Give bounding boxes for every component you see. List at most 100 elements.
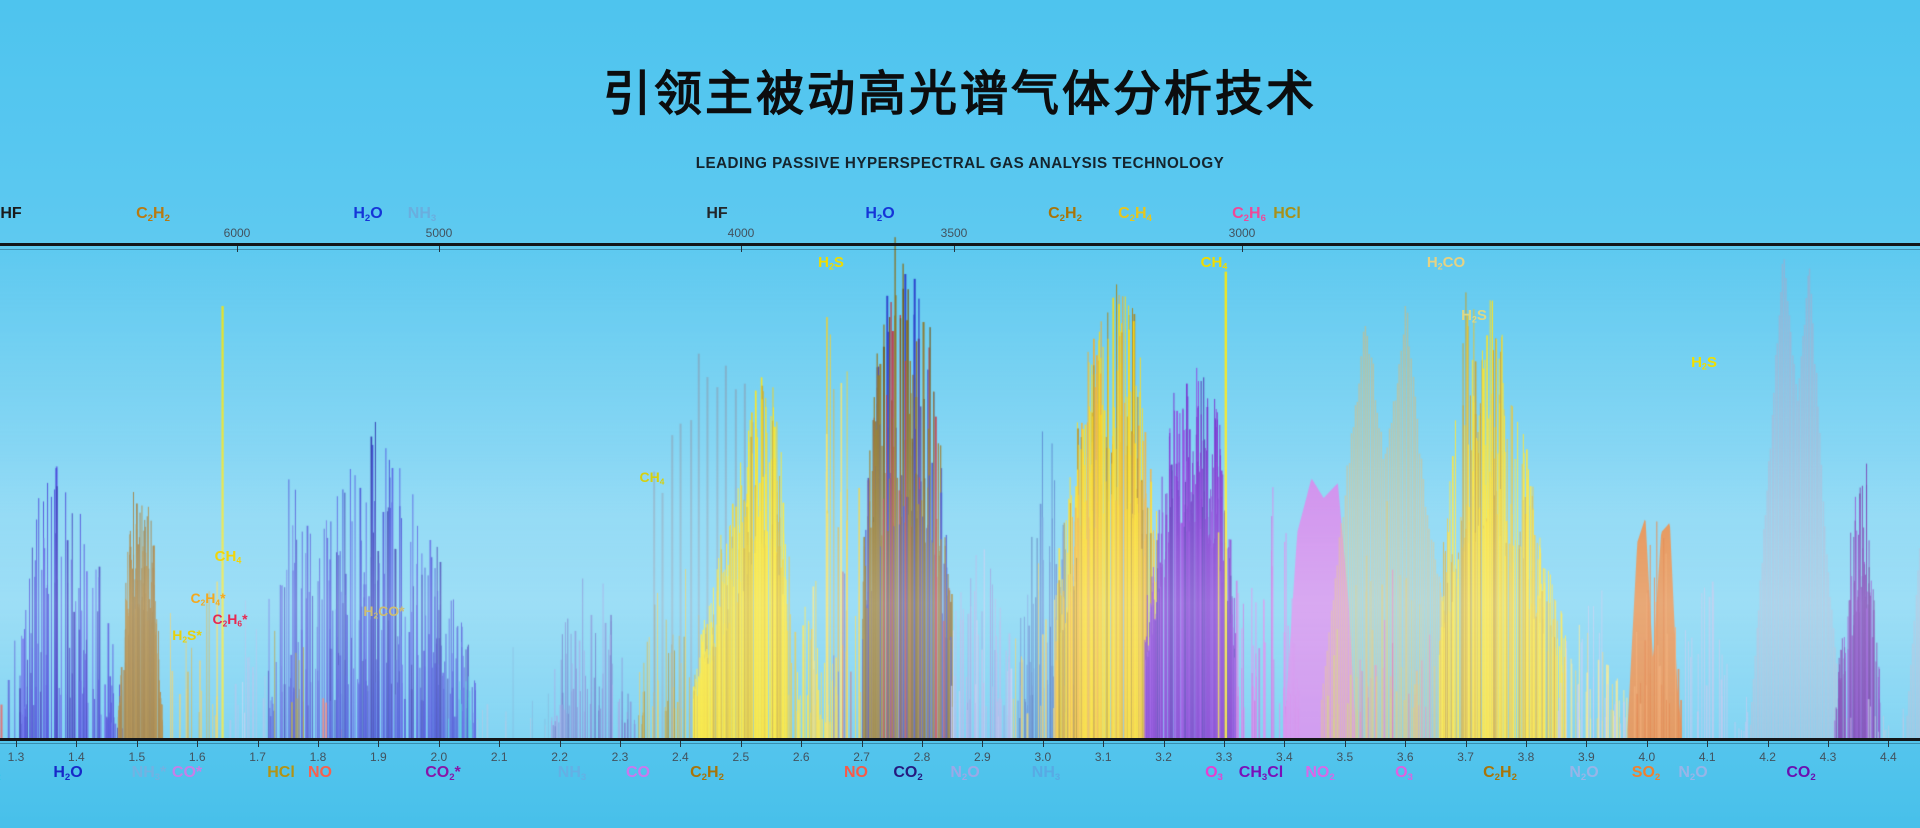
axis-tick (136, 741, 138, 747)
wavelength-tick-label: 4.3 (1819, 750, 1837, 764)
gas-label-bottom: NO (308, 764, 332, 781)
gas-label-bottom: NO (844, 764, 868, 781)
gas-label-top: HF (0, 205, 22, 222)
wavelength-tick-label: 2.1 (490, 750, 508, 764)
axis-tick (1163, 741, 1165, 747)
axis-tick (1042, 741, 1044, 747)
axis-tick (982, 741, 984, 747)
page-title: 引领主被动高光谱气体分析技术 (602, 68, 1317, 121)
axis-tick (1526, 741, 1527, 747)
wavelength-tick-label: 2.9 (974, 750, 991, 764)
wavelength-tick-label: 1.7 (249, 750, 266, 764)
gas-label-inplot: H2CO (1426, 254, 1466, 272)
gas-label-inplot: C2H4* (190, 590, 226, 608)
gas-label-top: HF (706, 205, 728, 222)
axis-tick (620, 741, 621, 747)
wavelength-tick-label: 1.3 (7, 750, 25, 764)
wavenumber-tick-label: 5000 (425, 226, 453, 240)
wavelength-tick-label: 3.2 (1155, 750, 1172, 764)
axis-tick (499, 741, 501, 747)
gas-label-inplot: H2S (1691, 354, 1717, 372)
wavenumber-tick-label: 3000 (1228, 226, 1256, 240)
wavelength-tick-label: 1.9 (370, 750, 387, 764)
gas-label-bottom: N2O (1678, 764, 1708, 783)
gas-label-top: NH3 (407, 205, 437, 224)
gas-label-top: H2O (865, 205, 895, 224)
axis-tick (1707, 741, 1709, 747)
axis-tick (1828, 741, 1829, 747)
gas-label-inplot: CH4 (1200, 254, 1228, 272)
axis-tick (1405, 741, 1407, 747)
gas-label-inplot: C2H6* (212, 611, 248, 629)
gas-label-top: C2H2 (136, 205, 170, 224)
wavelength-tick-label: 4.4 (1880, 750, 1897, 764)
axis-tick (559, 741, 561, 747)
wavelength-tick-label: 4.2 (1759, 750, 1776, 764)
axis-tick (76, 741, 78, 747)
gas-label-bottom: O3 (1395, 764, 1413, 783)
wavenumber-tick-label: 4000 (727, 226, 755, 240)
gas-label-bottom: O3 (1205, 764, 1223, 783)
gas-label-inplot: H2S* (172, 627, 202, 645)
bottom-axis-line (0, 738, 1920, 741)
wavelength-tick-label: 3.7 (1457, 750, 1474, 764)
wavelength-tick-label: 4.0 (1638, 750, 1656, 764)
gas-label-bottom: NH3* (131, 764, 167, 783)
top-axis-line (0, 243, 1920, 246)
axis-tick (861, 741, 863, 747)
bottom-axis-shadow (0, 743, 1920, 744)
axis-tick (439, 246, 440, 252)
axis-tick (1284, 741, 1286, 747)
axis-tick (1767, 741, 1769, 747)
gas-label-top: C2H4 (1118, 205, 1152, 224)
top-axis-shadow (0, 249, 1920, 250)
gas-label-inplot: H2S (1461, 307, 1487, 325)
wavelength-tick-label: 2.7 (853, 750, 870, 764)
gas-label-bottom: C2H2 (1483, 764, 1517, 783)
gas-label-top: H2O (353, 205, 383, 224)
axis-tick (801, 741, 803, 747)
gas-label-inplot: H2S (818, 254, 844, 272)
wavelength-tick-label: 2.0 (430, 750, 448, 764)
wavelength-tick-label: 3.6 (1396, 750, 1414, 764)
gas-label-top: HCl (1273, 205, 1301, 222)
axis-tick (257, 741, 259, 747)
gas-label-bottom: C2H2 (690, 764, 724, 783)
axis-tick (1103, 741, 1105, 747)
wavelength-tick-label: 2.2 (551, 750, 568, 764)
wavenumber-tick-label: 3500 (940, 226, 968, 240)
axis-tick (922, 741, 923, 747)
gas-label-bottom: CO2* (425, 764, 461, 783)
wavelength-tick-label: 3.5 (1336, 750, 1354, 764)
wavelength-tick-label: 1.8 (309, 750, 327, 764)
gas-label-inplot: CH4 (639, 469, 665, 487)
gas-label-bottom: CO2 (893, 764, 923, 783)
wavelength-tick-label: 1.5 (128, 750, 146, 764)
axis-tick (680, 741, 682, 747)
gas-label-bottom: CH3Cl (1238, 764, 1284, 783)
axis-tick (740, 741, 742, 747)
axis-tick (1344, 741, 1346, 747)
gas-label-top: C2H2 (1048, 205, 1082, 224)
gas-label-bottom: NO2 (1305, 764, 1335, 783)
wavelength-tick-label: 2.8 (913, 750, 931, 764)
gas-label-bottom: CO* (171, 764, 203, 781)
wavelength-tick-label: 3.3 (1215, 750, 1233, 764)
gas-label-top: C2H6 (1232, 205, 1266, 224)
page-subtitle: LEADING PASSIVE HYPERSPECTRAL GAS ANALYS… (695, 155, 1225, 172)
wavelength-tick-label: 2.3 (611, 750, 629, 764)
gas-label-bottom: SO2 (1631, 764, 1661, 783)
wavelength-tick-label: 3.8 (1517, 750, 1535, 764)
wavelength-tick-label: 2.5 (732, 750, 750, 764)
gas-label-bottom: CO2 (1786, 764, 1816, 783)
gas-label-bottom: N2O (1569, 764, 1599, 783)
gas-label-bottom: NH3 (557, 764, 587, 783)
axis-tick (1224, 741, 1225, 747)
gas-label-bottom: O2 (0, 765, 1, 783)
axis-tick (438, 741, 440, 747)
wavelength-tick-label: 3.4 (1276, 750, 1293, 764)
wavelength-tick-label: 4.1 (1698, 750, 1716, 764)
wavelength-tick-label: 1.4 (68, 750, 85, 764)
